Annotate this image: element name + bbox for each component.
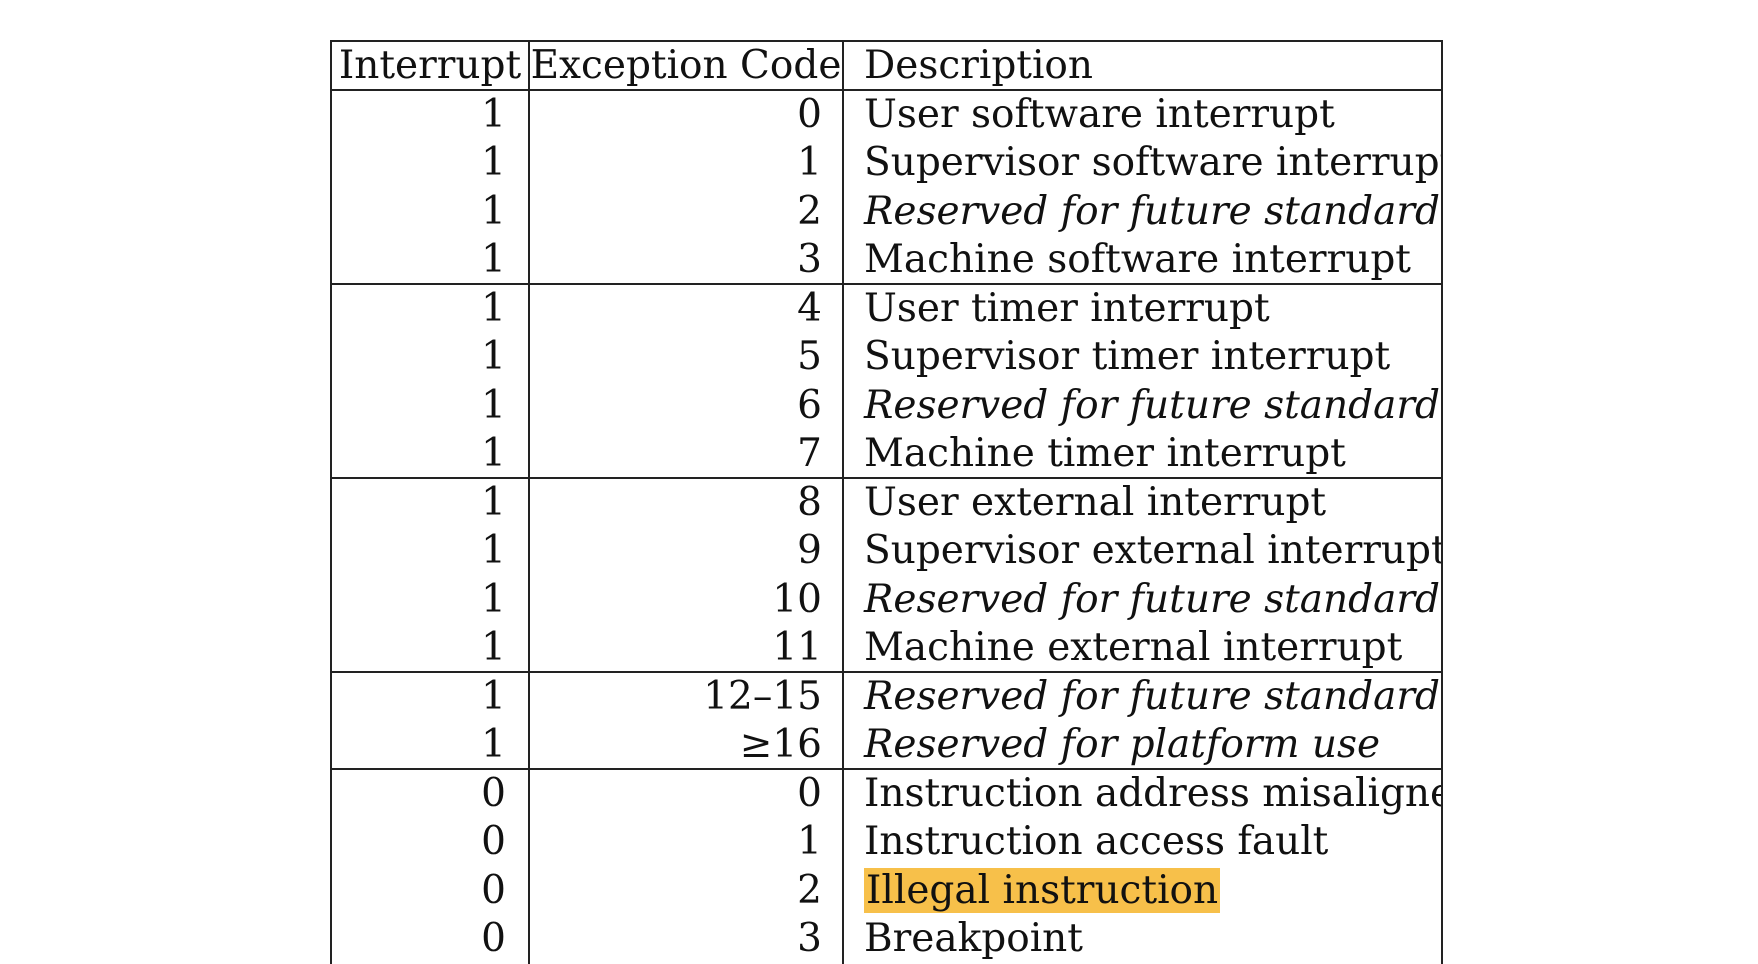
table-row: 1 11 Machine external interrupt bbox=[332, 624, 1441, 673]
description-cell: Breakpoint bbox=[864, 916, 1083, 961]
exception-code-cell: 2 bbox=[530, 866, 844, 915]
header-description: Description bbox=[864, 43, 1094, 88]
interrupt-cell: 1 bbox=[332, 381, 530, 430]
description-cell: User software interrupt bbox=[864, 91, 1335, 137]
exception-code-cell: 4 bbox=[530, 284, 844, 333]
description-cell: User timer interrupt bbox=[864, 285, 1270, 331]
exception-code-cell: 1 bbox=[530, 139, 844, 188]
description-cell: Reserved for platform use bbox=[864, 722, 1381, 767]
interrupt-cell: 1 bbox=[332, 478, 530, 527]
description-cell: Instruction address misaligned bbox=[864, 770, 1441, 816]
table-row: 0 1 Instruction access fault bbox=[332, 818, 1441, 867]
exception-code-cell: 1 bbox=[530, 818, 844, 867]
table-row: 0 3 Breakpoint bbox=[332, 915, 1441, 964]
interrupt-cell: 1 bbox=[332, 187, 530, 236]
exception-code-cell: 3 bbox=[530, 236, 844, 283]
interrupt-cell: 1 bbox=[332, 721, 530, 768]
interrupt-cell: 1 bbox=[332, 284, 530, 333]
exception-code-table: Interrupt Exception Code Description 1 0… bbox=[330, 40, 1443, 964]
description-cell: Instruction access fault bbox=[864, 819, 1329, 864]
exception-code-cell: 8 bbox=[530, 478, 844, 527]
exception-code-cell: 9 bbox=[530, 527, 844, 576]
table-row: 1 12–15 Reserved for future standard use bbox=[332, 672, 1441, 721]
table-row: 1 ≥16 Reserved for platform use bbox=[332, 721, 1441, 770]
exception-code-cell: 7 bbox=[530, 430, 844, 477]
table-row: 1 2 Reserved for future standard use bbox=[332, 187, 1441, 236]
header-interrupt: Interrupt bbox=[332, 42, 530, 89]
table-row: 1 8 User external interrupt bbox=[332, 478, 1441, 527]
exception-code-cell: 2 bbox=[530, 187, 844, 236]
description-cell: Reserved for future standard use bbox=[864, 188, 1441, 234]
exception-code-cell: ≥16 bbox=[530, 721, 844, 768]
description-cell: Reserved for future standard use bbox=[864, 576, 1441, 622]
exception-code-cell: 3 bbox=[530, 915, 844, 964]
header-exception-code: Exception Code bbox=[530, 42, 844, 89]
interrupt-cell: 0 bbox=[332, 866, 530, 915]
table-row: 1 5 Supervisor timer interrupt bbox=[332, 333, 1441, 382]
table-header-row: Interrupt Exception Code Description bbox=[332, 42, 1441, 91]
description-cell: Reserved for future standard use bbox=[864, 382, 1441, 428]
highlighted-text: Illegal instruction bbox=[864, 867, 1221, 913]
exception-code-cell: 0 bbox=[530, 769, 844, 818]
interrupt-cell: 1 bbox=[332, 527, 530, 576]
interrupt-cell: 0 bbox=[332, 769, 530, 818]
description-cell: Machine timer interrupt bbox=[864, 431, 1346, 476]
interrupt-cell: 1 bbox=[332, 90, 530, 139]
description-cell: Reserved for future standard use bbox=[864, 673, 1441, 719]
table-row: 1 1 Supervisor software interrupt bbox=[332, 139, 1441, 188]
table-row: 0 0 Instruction address misaligned bbox=[332, 769, 1441, 818]
exception-code-cell: 11 bbox=[530, 624, 844, 671]
table-row: 1 0 User software interrupt bbox=[332, 90, 1441, 139]
interrupt-cell: 0 bbox=[332, 818, 530, 867]
table-row: 1 10 Reserved for future standard use bbox=[332, 575, 1441, 624]
description-cell: Supervisor timer interrupt bbox=[864, 334, 1391, 379]
table-row: 1 4 User timer interrupt bbox=[332, 284, 1441, 333]
interrupt-cell: 1 bbox=[332, 575, 530, 624]
table-row: 1 7 Machine timer interrupt bbox=[332, 430, 1441, 479]
exception-code-cell: 0 bbox=[530, 90, 844, 139]
interrupt-cell: 1 bbox=[332, 139, 530, 188]
exception-code-cell: 12–15 bbox=[530, 672, 844, 721]
interrupt-cell: 1 bbox=[332, 333, 530, 382]
interrupt-cell: 1 bbox=[332, 430, 530, 477]
description-cell: Machine external interrupt bbox=[864, 625, 1403, 670]
table-row: 1 6 Reserved for future standard use bbox=[332, 381, 1441, 430]
interrupt-cell: 0 bbox=[332, 915, 530, 964]
interrupt-cell: 1 bbox=[332, 672, 530, 721]
exception-code-cell: 10 bbox=[530, 575, 844, 624]
table-row: 1 3 Machine software interrupt bbox=[332, 236, 1441, 285]
description-cell: Illegal instruction bbox=[844, 867, 1441, 916]
exception-code-cell: 6 bbox=[530, 381, 844, 430]
exception-code-cell: 5 bbox=[530, 333, 844, 382]
interrupt-cell: 1 bbox=[332, 624, 530, 671]
description-cell: Supervisor external interrupt bbox=[864, 528, 1441, 573]
description-cell: Machine software interrupt bbox=[864, 237, 1411, 282]
description-cell: User external interrupt bbox=[864, 479, 1327, 525]
table-row: 1 9 Supervisor external interrupt bbox=[332, 527, 1441, 576]
interrupt-cell: 1 bbox=[332, 236, 530, 283]
table-row: 0 2 Illegal instruction bbox=[332, 866, 1441, 916]
description-cell: Supervisor software interrupt bbox=[864, 140, 1441, 185]
